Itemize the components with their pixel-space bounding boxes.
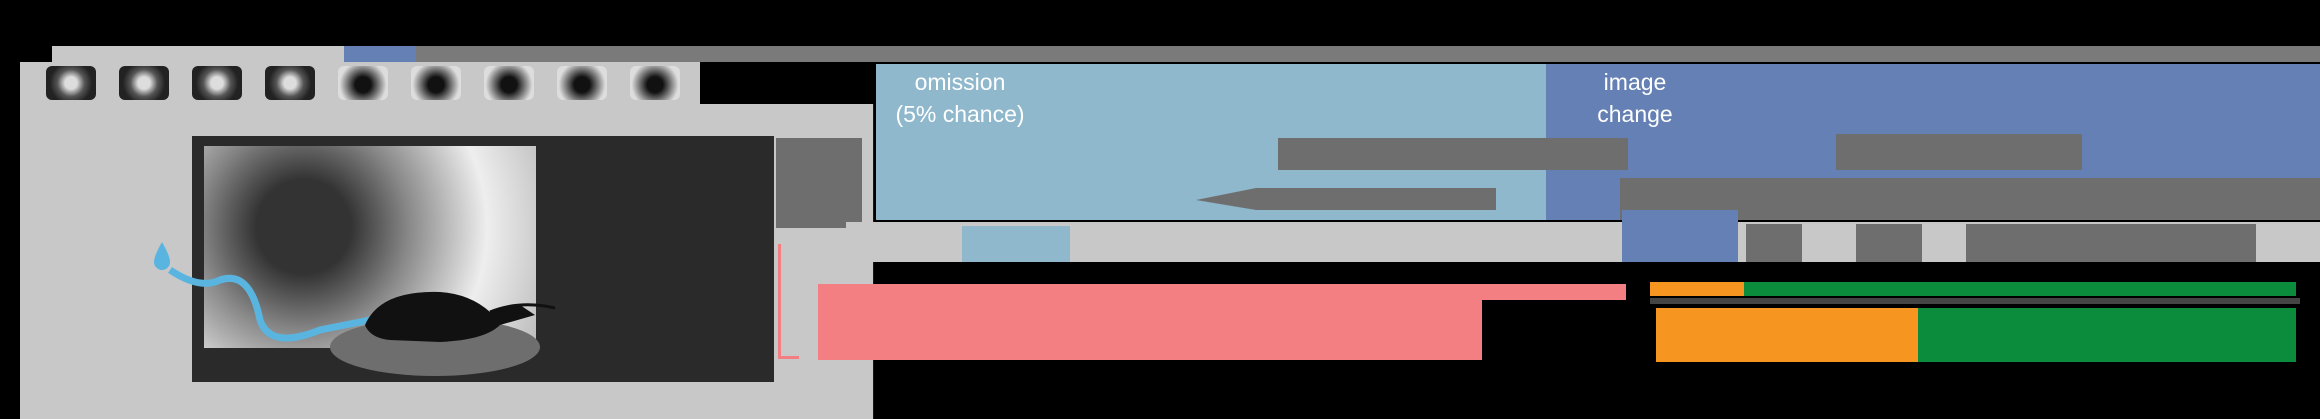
mouse-tail [489,303,556,314]
changed-image-thumbnail [338,66,388,100]
omission-text: omission [914,69,1006,95]
water-drop-icon [154,242,170,270]
orange-thin-bar [1650,282,1744,296]
lick-spout-tube [168,267,381,342]
changed-image-thumbnail [557,66,607,100]
gray-overlay-block-2 [1836,134,2082,170]
abort-window-connector [1482,284,1626,300]
rig-gray-shade [776,138,862,228]
pink-bracket [778,244,799,359]
changed-image-thumbnail [411,66,461,100]
timeline-omission-segment [962,226,1070,262]
timeline-change-segment [1622,210,1738,262]
image-change-label: image change [1560,66,1710,130]
timeline-gray-tick-1 [1746,224,1802,262]
omission-label: omission (5% chance) [880,66,1040,130]
changed-image-thumbnail [484,66,534,100]
image-change-text-1: image [1603,69,1667,95]
green-thin-bar [1744,282,2296,296]
timeline-gray-tick-3 [1966,224,2256,262]
image-thumbnail [46,66,96,100]
omission-chance-text: (5% chance) [895,101,1025,127]
top-change-marker-bar [344,46,416,62]
image-thumbnail [192,66,242,100]
image-change-text-2: change [1597,101,1673,127]
gray-thin-line [1650,298,2300,304]
mouse-icon [365,291,535,342]
abort-window [818,284,1482,360]
response-window [1918,308,2296,362]
top-gray-bar [52,46,344,62]
timeline-gray-tick-2 [1856,224,1922,262]
changed-image-thumbnail [630,66,680,100]
gray-overlay-block [1278,138,1628,170]
image-thumbnail [119,66,169,100]
top-timeline-bar [416,46,2320,62]
grace-window [1656,308,1918,362]
mouse-and-lick-spout [154,242,556,342]
image-thumbnail [265,66,315,100]
arrow-overlay [1196,188,1496,210]
